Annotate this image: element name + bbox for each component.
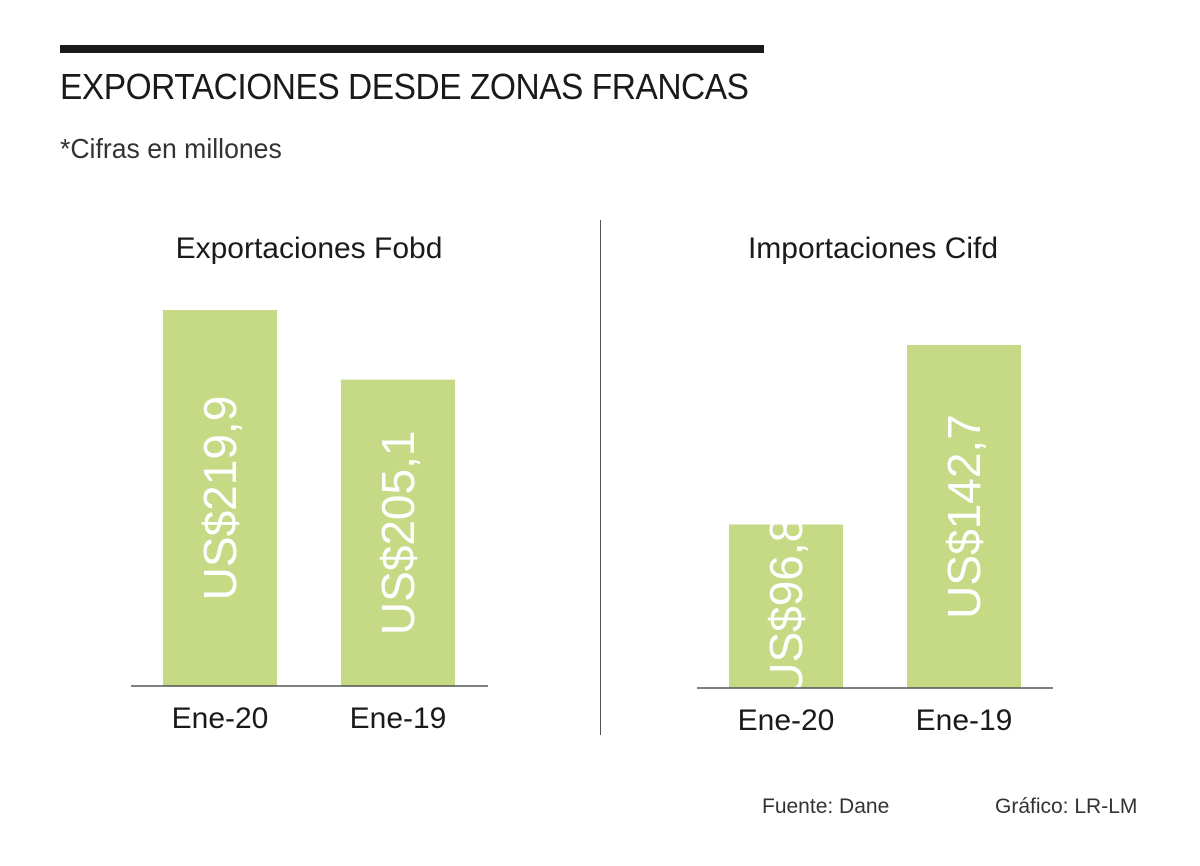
x-tick-label-2-2: Ene-19 [916, 704, 1013, 737]
bar-1-ene-19 [341, 379, 455, 686]
panel-title-1: Exportaciones Fobd [176, 232, 443, 265]
chart-title: EXPORTACIONES DESDE ZONAS FRANCAS [60, 66, 749, 107]
credit-note: Gráfico: LR-LM [995, 795, 1138, 818]
chart-subtitle: *Cifras en millones [60, 133, 282, 164]
bar-2-ene-20 [729, 524, 843, 688]
panel-title-2: Importaciones Cifd [748, 232, 998, 265]
x-tick-label-2-1: Ene-20 [738, 704, 835, 737]
bar-data-label-1-1: US$219,9 [194, 396, 246, 601]
bar-data-label-2-2: US$142,7 [938, 414, 990, 619]
bar-data-label-1-2: US$205,1 [372, 431, 424, 636]
x-tick-label-1-1: Ene-20 [172, 702, 269, 735]
top-rule [60, 45, 764, 53]
bar-data-label-2-1: US$96,8 [760, 517, 812, 696]
bar-1-ene-20 [163, 310, 277, 686]
x-tick-label-1-2: Ene-19 [350, 702, 447, 735]
source-note: Fuente: Dane [762, 795, 890, 818]
panel-divider [600, 220, 601, 735]
bar-2-ene-19 [907, 345, 1021, 688]
